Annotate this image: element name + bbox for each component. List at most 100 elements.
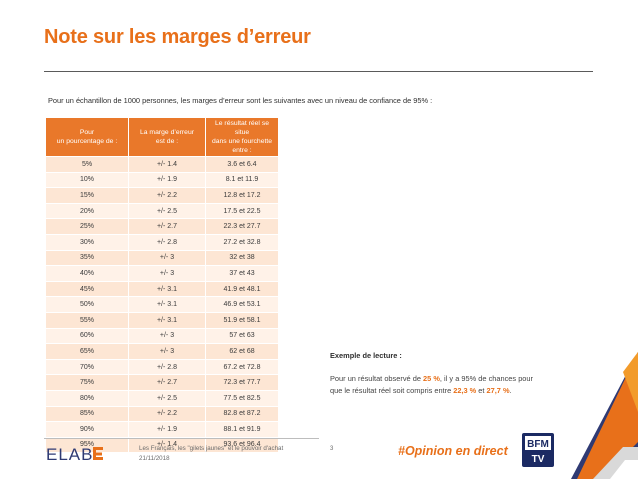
- cell-percentage: 65%: [45, 343, 129, 360]
- cell-margin: +/- 1.4: [128, 436, 206, 454]
- svg-text:TV: TV: [532, 454, 545, 465]
- cell-margin: +/- 3: [128, 249, 206, 267]
- cell-range: 41.9 et 48.1: [205, 280, 279, 298]
- table-row: 25% +/- 2.7 22.3 et 27.7: [45, 218, 279, 235]
- table-row: 10% +/- 1.9 8.1 et 11.9: [45, 171, 279, 189]
- svg-text:BFM: BFM: [527, 439, 549, 450]
- reading-text-part: et: [476, 386, 487, 395]
- cell-range: 77.5 et 82.5: [205, 389, 279, 407]
- header-percentage: Pour un pourcentage de :: [45, 117, 129, 157]
- cell-percentage: 85%: [45, 405, 129, 423]
- cell-range: 57 et 63: [205, 327, 279, 345]
- cell-range: 93.6 et 96.4: [205, 436, 279, 454]
- cell-range: 3.6 et 6.4: [205, 156, 279, 173]
- cell-range: 67.2 et 72.8: [205, 358, 279, 376]
- header-margin: La marge d’erreur est de :: [128, 117, 206, 157]
- cell-percentage: 35%: [45, 249, 129, 267]
- cell-range: 8.1 et 11.9: [205, 171, 279, 189]
- cell-margin: +/- 2.2: [128, 187, 206, 204]
- page-number: 3: [330, 446, 334, 452]
- cell-range: 46.9 et 53.1: [205, 296, 279, 313]
- svg-text:ELAB: ELAB: [46, 445, 93, 463]
- cell-percentage: 60%: [45, 327, 129, 345]
- cell-percentage: 15%: [45, 187, 129, 204]
- cell-margin: +/- 2.5: [128, 202, 206, 220]
- reading-text-part: , il y a 95% de chances pour que le résu…: [330, 374, 533, 395]
- table-row: 80% +/- 2.5 77.5 et 82.5: [45, 389, 279, 407]
- cell-range: 88.1 et 91.9: [205, 421, 279, 438]
- cell-percentage: 25%: [45, 218, 129, 235]
- reading-text-part: .: [509, 386, 512, 395]
- header-range: Le résultat réel se situe dans une fourc…: [205, 117, 279, 157]
- cell-margin: +/- 3: [128, 327, 206, 345]
- cell-range: 22.3 et 27.7: [205, 218, 279, 235]
- cell-margin: +/- 2.5: [128, 389, 206, 407]
- table-row: 65% +/- 3 62 et 68: [45, 343, 279, 360]
- reading-text-part: Pour un résultat observé de: [330, 374, 424, 383]
- footer-date: 21/11/2018: [139, 455, 170, 462]
- cell-percentage: 50%: [45, 296, 129, 313]
- cell-range: 62 et 68: [205, 343, 279, 360]
- cell-percentage: 30%: [45, 233, 129, 251]
- table-row: 5% +/- 1.4 3.6 et 6.4: [45, 156, 279, 173]
- table-row: 75% +/- 2.7 72.3 et 77.7: [45, 374, 279, 391]
- cell-margin: +/- 2.8: [128, 233, 206, 251]
- cell-range: 27.2 et 32.8: [205, 233, 279, 251]
- table-row: 50% +/- 3.1 46.9 et 53.1: [45, 296, 279, 313]
- cell-margin: +/- 3: [128, 343, 206, 360]
- bfmtv-logo: BFM TV: [522, 433, 554, 467]
- cell-percentage: 10%: [45, 171, 129, 189]
- cell-range: 37 et 43: [205, 265, 279, 282]
- table-row: 15% +/- 2.2 12.8 et 17.2: [45, 187, 279, 204]
- cell-margin: +/- 1.4: [128, 156, 206, 173]
- cell-percentage: 75%: [45, 374, 129, 391]
- table-row: 40% +/- 3 37 et 43: [45, 265, 279, 282]
- cell-range: 32 et 38: [205, 249, 279, 267]
- cell-range: 82.8 et 87.2: [205, 405, 279, 423]
- table-row: 85% +/- 2.2 82.8 et 87.2: [45, 405, 279, 423]
- cell-percentage: 90%: [45, 421, 129, 438]
- cell-margin: +/- 2.7: [128, 218, 206, 235]
- footer-divider: [44, 438, 319, 439]
- slide-title: Note sur les marges d’erreur: [44, 26, 311, 48]
- cell-range: 17.5 et 22.5: [205, 202, 279, 220]
- table-row: 30% +/- 2.8 27.2 et 32.8: [45, 233, 279, 251]
- cell-percentage: 70%: [45, 358, 129, 376]
- cell-percentage: 95%: [45, 436, 129, 454]
- table-row: 35% +/- 3 32 et 38: [45, 249, 279, 267]
- table-row: 60% +/- 3 57 et 63: [45, 327, 279, 345]
- cell-margin: +/- 2.7: [128, 374, 206, 391]
- elabe-logo: ELAB: [46, 445, 103, 463]
- hashtag: #Opinion en direct: [398, 444, 508, 458]
- cell-percentage: 40%: [45, 265, 129, 282]
- cell-percentage: 20%: [45, 202, 129, 220]
- reading-value-high: 27,7 %: [486, 386, 510, 395]
- cell-margin: +/- 3: [128, 265, 206, 282]
- reading-example-title: Exemple de lecture :: [330, 351, 402, 360]
- footer-study-title: Les Français, les "gilets jaunes" et le …: [139, 445, 284, 452]
- table-row: 55% +/- 3.1 51.9 et 58.1: [45, 311, 279, 329]
- reading-value-observed: 25 %: [423, 374, 440, 383]
- reading-value-low: 22,3 %: [453, 386, 477, 395]
- cell-margin: +/- 1.9: [128, 171, 206, 189]
- cell-range: 72.3 et 77.7: [205, 374, 279, 391]
- cell-percentage: 55%: [45, 311, 129, 329]
- cell-range: 51.9 et 58.1: [205, 311, 279, 329]
- table-header-row: Pour un pourcentage de : La marge d’erre…: [45, 117, 279, 157]
- table-row: 45% +/- 3.1 41.9 et 48.1: [45, 280, 279, 298]
- cell-margin: +/- 3.1: [128, 296, 206, 313]
- decorative-triangle-graphic: [571, 352, 638, 479]
- cell-range: 12.8 et 17.2: [205, 187, 279, 204]
- cell-margin: +/- 2.8: [128, 358, 206, 376]
- table-row: 90% +/- 1.9 88.1 et 91.9: [45, 421, 279, 438]
- cell-margin: +/- 2.2: [128, 405, 206, 423]
- table-row: 20% +/- 2.5 17.5 et 22.5: [45, 202, 279, 220]
- cell-margin: +/- 1.9: [128, 421, 206, 438]
- cell-margin: +/- 3.1: [128, 311, 206, 329]
- cell-margin: +/- 3.1: [128, 280, 206, 298]
- table-row: 95% +/- 1.4 93.6 et 96.4: [45, 436, 279, 454]
- intro-text: Pour un échantillon de 1000 personnes, l…: [48, 96, 433, 105]
- cell-percentage: 5%: [45, 156, 129, 173]
- cell-percentage: 80%: [45, 389, 129, 407]
- margin-of-error-table: Pour un pourcentage de : La marge d’erre…: [45, 117, 279, 454]
